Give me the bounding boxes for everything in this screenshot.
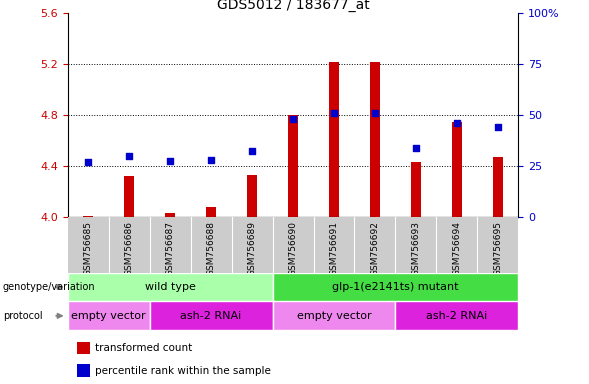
Text: GSM756695: GSM756695: [494, 222, 502, 276]
Text: GSM756694: GSM756694: [452, 222, 461, 276]
Point: [124, 153, 134, 159]
Text: genotype/variation: genotype/variation: [3, 282, 95, 292]
Text: GSM756685: GSM756685: [84, 222, 92, 276]
Text: glp-1(e2141ts) mutant: glp-1(e2141ts) mutant: [332, 282, 459, 292]
Point: [411, 145, 421, 151]
Text: protocol: protocol: [3, 311, 42, 321]
Point: [452, 120, 462, 126]
Text: ash-2 RNAi: ash-2 RNAi: [426, 311, 488, 321]
Bar: [370, 62, 380, 217]
Text: GSM756692: GSM756692: [370, 222, 379, 276]
Text: empty vector: empty vector: [297, 311, 371, 321]
Text: GSM756688: GSM756688: [207, 222, 216, 276]
Point: [206, 157, 216, 163]
Bar: [395, 301, 518, 330]
Text: GSM756687: GSM756687: [166, 222, 175, 276]
Bar: [493, 157, 503, 217]
Bar: [247, 175, 257, 217]
Point: [166, 158, 175, 164]
Text: transformed count: transformed count: [95, 343, 192, 353]
Bar: [68, 301, 150, 330]
Text: ash-2 RNAi: ash-2 RNAi: [180, 311, 241, 321]
Bar: [77, 342, 90, 354]
Text: empty vector: empty vector: [71, 311, 146, 321]
Point: [247, 148, 257, 154]
Point: [370, 109, 380, 116]
Bar: [411, 162, 421, 217]
Bar: [329, 62, 339, 217]
Text: GSM756693: GSM756693: [411, 222, 421, 276]
Point: [329, 109, 339, 116]
Bar: [83, 216, 93, 217]
Text: GSM756691: GSM756691: [329, 222, 339, 276]
Point: [493, 124, 502, 130]
Bar: [273, 301, 395, 330]
Bar: [77, 364, 90, 376]
Bar: [273, 273, 518, 301]
Point: [289, 116, 298, 122]
Bar: [150, 301, 273, 330]
Bar: [165, 213, 176, 217]
Text: GSM756689: GSM756689: [247, 222, 257, 276]
Title: GDS5012 / 183677_at: GDS5012 / 183677_at: [217, 0, 369, 12]
Bar: [288, 115, 298, 217]
Text: GSM756686: GSM756686: [125, 222, 134, 276]
Point: [84, 159, 93, 166]
Bar: [68, 273, 273, 301]
Text: wild type: wild type: [145, 282, 196, 292]
Text: percentile rank within the sample: percentile rank within the sample: [95, 366, 270, 376]
Bar: [206, 207, 216, 217]
Bar: [452, 122, 462, 217]
Text: GSM756690: GSM756690: [289, 222, 297, 276]
Bar: [124, 176, 134, 217]
